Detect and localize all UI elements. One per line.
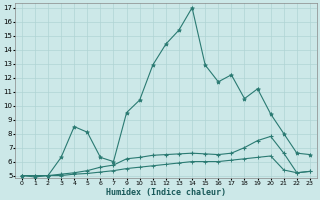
X-axis label: Humidex (Indice chaleur): Humidex (Indice chaleur) — [106, 188, 226, 197]
